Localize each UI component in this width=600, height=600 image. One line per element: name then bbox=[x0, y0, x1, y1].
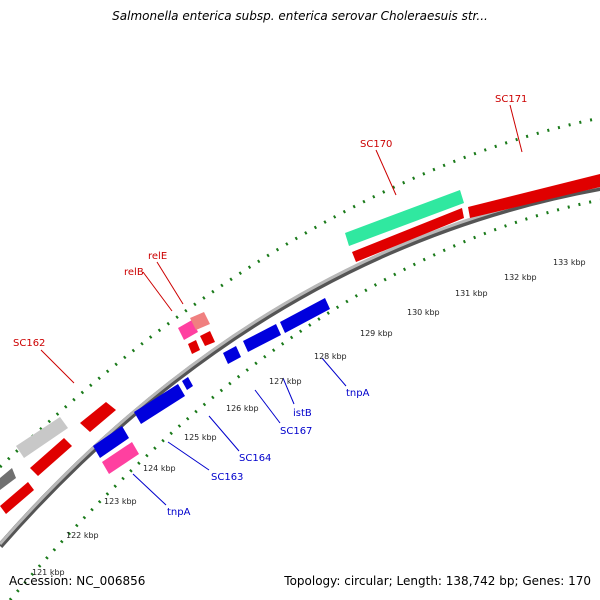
label-sc162: SC162 bbox=[13, 338, 45, 349]
gene-red-edge[interactable] bbox=[0, 482, 34, 514]
scale-label: 129 kbp bbox=[360, 329, 393, 338]
gene-tnpa-left-blue[interactable] bbox=[93, 426, 129, 458]
reverse-label-lines bbox=[132, 357, 347, 506]
scale-label: 121 kbp bbox=[32, 568, 65, 577]
label-tnpa-right: tnpA bbox=[346, 388, 370, 399]
gene-sc163[interactable] bbox=[134, 384, 185, 424]
gene-sc170-highlight[interactable] bbox=[345, 190, 464, 246]
forward-label-lines bbox=[40, 104, 523, 384]
gene-relb-highlight[interactable] bbox=[178, 320, 198, 340]
inner-tick-ring bbox=[8, 198, 600, 600]
reverse-gene-labels: tnpA istB SC167 SC164 SC163 tnpA bbox=[167, 388, 370, 518]
gene-sc167[interactable] bbox=[223, 346, 241, 364]
label-sc170: SC170 bbox=[360, 139, 392, 150]
label-sc164: SC164 bbox=[239, 453, 271, 464]
gene-relb[interactable] bbox=[188, 340, 200, 354]
accession-label: Accession: NC_006856 bbox=[9, 574, 146, 588]
scale-label: 123 kbp bbox=[104, 497, 137, 506]
label-istb: istB bbox=[293, 408, 312, 419]
scale-labels: 121 kbp 122 kbp 123 kbp 124 kbp 125 kbp … bbox=[32, 258, 586, 577]
scale-label: 122 kbp bbox=[66, 531, 99, 540]
reverse-genes bbox=[93, 298, 330, 474]
gene-sc162[interactable] bbox=[80, 402, 116, 432]
gene-rele[interactable] bbox=[200, 331, 215, 346]
gene-istb[interactable] bbox=[243, 324, 281, 352]
scale-label: 125 kbp bbox=[184, 433, 217, 442]
scale-label: 124 kbp bbox=[143, 464, 176, 473]
highlight-genes bbox=[0, 190, 464, 490]
label-sc167: SC167 bbox=[280, 426, 312, 437]
backbone bbox=[0, 184, 600, 545]
topology-summary: Topology: circular; Length: 138,742 bp; … bbox=[284, 574, 591, 588]
map-title: Salmonella enterica subsp. enterica sero… bbox=[112, 9, 488, 23]
forward-gene-labels: SC171 SC170 relE relB SC162 bbox=[13, 94, 527, 349]
gene-sc171[interactable] bbox=[468, 174, 600, 218]
label-tnpa-left: tnpA bbox=[167, 507, 191, 518]
scale-label: 132 kbp bbox=[504, 273, 537, 282]
scale-label: 126 kbp bbox=[226, 404, 259, 413]
label-relb: relB bbox=[124, 267, 144, 278]
gene-sc164[interactable] bbox=[182, 377, 193, 390]
backbone-shadow bbox=[0, 185, 600, 548]
gene-red-left[interactable] bbox=[30, 438, 72, 476]
gene-tnpa-left[interactable] bbox=[102, 442, 139, 474]
label-sc171: SC171 bbox=[495, 94, 527, 105]
gene-grey-left[interactable] bbox=[16, 417, 68, 458]
scale-label: 130 kbp bbox=[407, 308, 440, 317]
gene-sc170[interactable] bbox=[352, 208, 464, 262]
scale-label: 128 kbp bbox=[314, 352, 347, 361]
scale-label: 127 kbp bbox=[269, 377, 302, 386]
gene-tnpa-right[interactable] bbox=[280, 298, 330, 333]
label-sc163: SC163 bbox=[211, 472, 243, 483]
forward-genes bbox=[0, 174, 600, 514]
scale-label: 133 kbp bbox=[553, 258, 586, 267]
gene-grey-edge[interactable] bbox=[0, 468, 16, 490]
gene-rele-highlight[interactable] bbox=[190, 312, 210, 330]
label-rele: relE bbox=[148, 251, 167, 262]
scale-label: 131 kbp bbox=[455, 289, 488, 298]
